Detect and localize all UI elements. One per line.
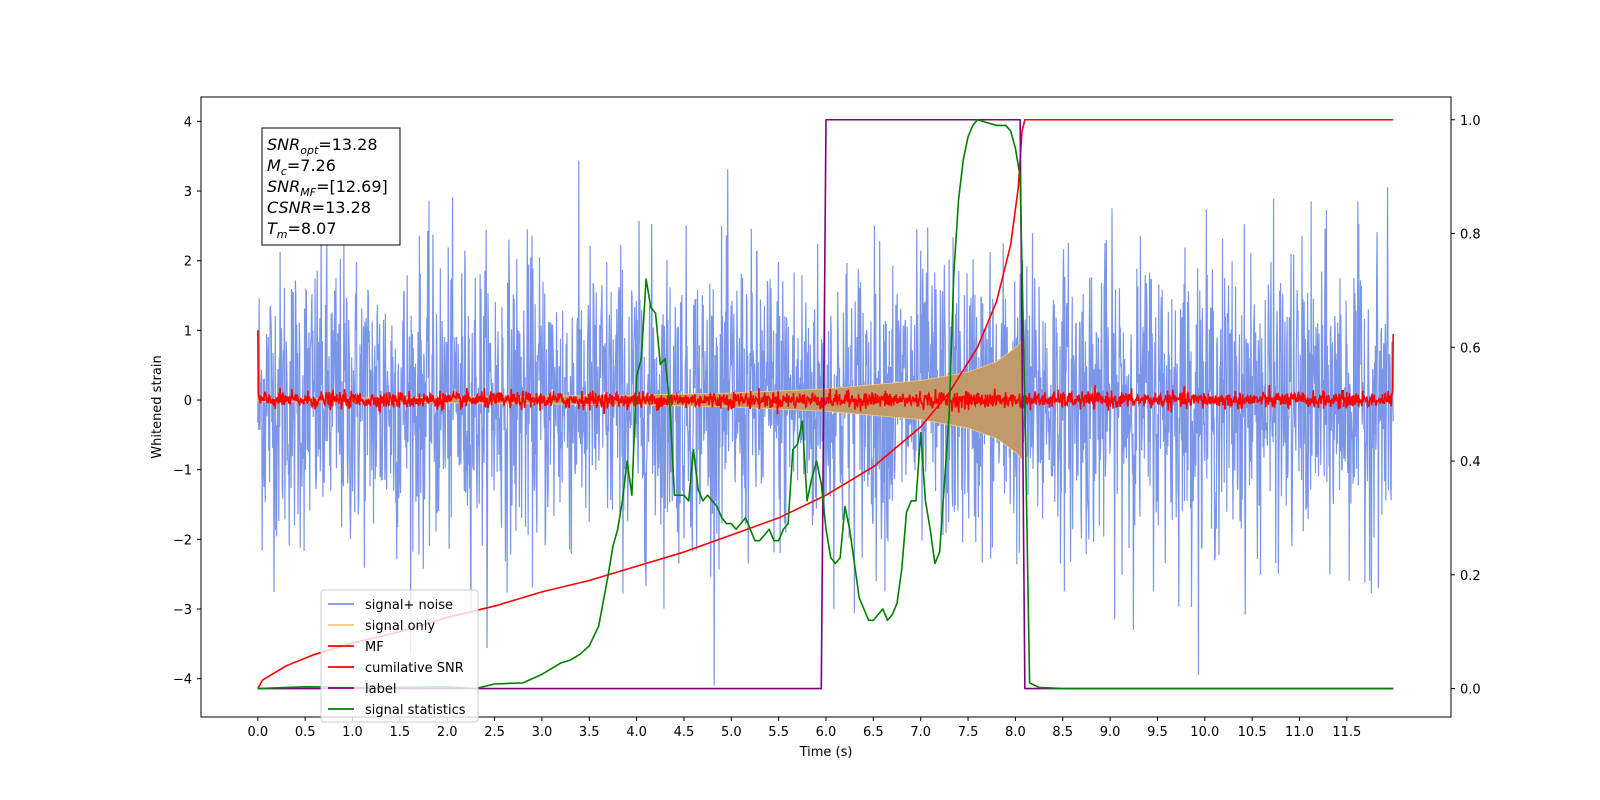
annotation-line: Tm=8.07 xyxy=(267,219,337,241)
x-tick-label: 6.0 xyxy=(816,725,837,740)
x-tick-label: 7.5 xyxy=(958,725,979,740)
x-tick-label: 0.5 xyxy=(295,725,316,740)
x-tick-label: 6.5 xyxy=(863,725,884,740)
x-tick-label: 11.0 xyxy=(1285,725,1314,740)
legend-entry: cumilative SNR xyxy=(365,661,464,676)
x-tick-label: 3.5 xyxy=(579,725,600,740)
legend-entry: signal only xyxy=(365,619,435,634)
x-tick-label: 4.0 xyxy=(626,725,647,740)
annotation-value: =13.28 xyxy=(318,135,377,154)
y-left-tick-label: −1 xyxy=(173,464,192,479)
y-left-tick-label: −3 xyxy=(173,603,192,618)
annotation-subscript: opt xyxy=(300,144,319,157)
y-left-tick-label: 1 xyxy=(184,324,192,339)
x-tick-label: 2.0 xyxy=(437,725,458,740)
annotation-symbol: SNR xyxy=(267,135,300,154)
y-axis-left: 4 3 2 1 0 −1 −2 −3 −4 xyxy=(173,115,201,688)
annotation-line: Mc=7.26 xyxy=(267,156,336,178)
annotation-subscript: MF xyxy=(300,186,316,199)
x-tick-label: 10.0 xyxy=(1190,725,1219,740)
x-tick-label: 1.0 xyxy=(342,725,363,740)
annotation-subscript: m xyxy=(277,228,288,241)
legend-frame xyxy=(320,589,479,723)
x-tick-label: 9.0 xyxy=(1100,725,1121,740)
annotation-line: CSNR=13.28 xyxy=(267,198,371,217)
annotation-symbol: SNR xyxy=(267,177,300,196)
annotation-value: =13.28 xyxy=(312,198,371,217)
x-tick-label: 4.5 xyxy=(674,725,695,740)
y-left-tick-label: 3 xyxy=(184,185,192,200)
series-mf xyxy=(257,330,1395,415)
legend: signal+ noise signal only MF cumilative SNR… xyxy=(320,589,479,723)
x-axis-title: Time (s) xyxy=(799,745,853,760)
annotation-line: SNRMF=[12.69] xyxy=(267,177,388,199)
x-tick-label: 1.5 xyxy=(390,725,411,740)
y-right-tick-label: 0.6 xyxy=(1460,341,1481,356)
x-tick-label: 7.0 xyxy=(910,725,931,740)
series-layer xyxy=(257,118,1395,690)
y-right-tick-label: 0.2 xyxy=(1460,569,1481,584)
legend-entry: label xyxy=(365,682,396,697)
annotation-value: =8.07 xyxy=(288,219,337,238)
y-left-tick-label: −4 xyxy=(173,673,192,688)
x-tick-label: 5.5 xyxy=(768,725,789,740)
y-right-tick-label: 0.0 xyxy=(1460,683,1481,698)
legend-entry: signal+ noise xyxy=(365,598,453,613)
series-signal-statistics xyxy=(257,118,1394,690)
annotation-symbol: CSNR xyxy=(267,198,312,217)
y-left-tick-label: 4 xyxy=(184,115,192,130)
y-right-tick-label: 0.4 xyxy=(1460,455,1481,470)
annotation-line: SNRopt=13.28 xyxy=(267,135,378,157)
legend-entry: signal statistics xyxy=(365,703,466,718)
y-axis-title: Whitened strain xyxy=(150,355,165,458)
y-left-tick-label: 0 xyxy=(184,394,192,409)
annotation-value: =7.26 xyxy=(287,156,336,175)
x-tick-label: 8.0 xyxy=(1005,725,1026,740)
y-left-tick-label: 2 xyxy=(184,255,192,270)
x-tick-label: 9.5 xyxy=(1147,725,1168,740)
x-tick-label: 8.5 xyxy=(1052,725,1073,740)
annotation-value: =[12.69] xyxy=(316,177,388,196)
y-left-tick-label: −2 xyxy=(173,533,192,548)
x-tick-label: 3.0 xyxy=(532,725,553,740)
annotation-symbol: T xyxy=(267,219,278,238)
legend-entry: MF xyxy=(365,640,384,655)
y-right-tick-label: 0.8 xyxy=(1460,228,1481,243)
y-right-tick-label: 1.0 xyxy=(1460,114,1481,129)
annotation-symbol: M xyxy=(267,156,281,175)
x-tick-label: 10.5 xyxy=(1238,725,1267,740)
y-axis-right: 1.0 0.8 0.6 0.4 0.2 0.0 xyxy=(1451,114,1481,698)
x-tick-label: 0.0 xyxy=(247,725,268,740)
x-axis: 0.0 0.5 1.0 1.5 2.0 2.5 3.0 3.5 4.0 4.5 5.0 5.5 6.0 6… xyxy=(247,717,1361,740)
annotation-frame xyxy=(261,127,401,246)
x-tick-label: 2.5 xyxy=(484,725,505,740)
x-tick-label: 5.0 xyxy=(721,725,742,740)
annotation-box: SNRopt=13.28Mc=7.26SNRMF=[12.69]CSNR=13.… xyxy=(261,127,401,246)
x-tick-label: 11.5 xyxy=(1332,725,1361,740)
annotation-subscript: c xyxy=(281,165,287,178)
